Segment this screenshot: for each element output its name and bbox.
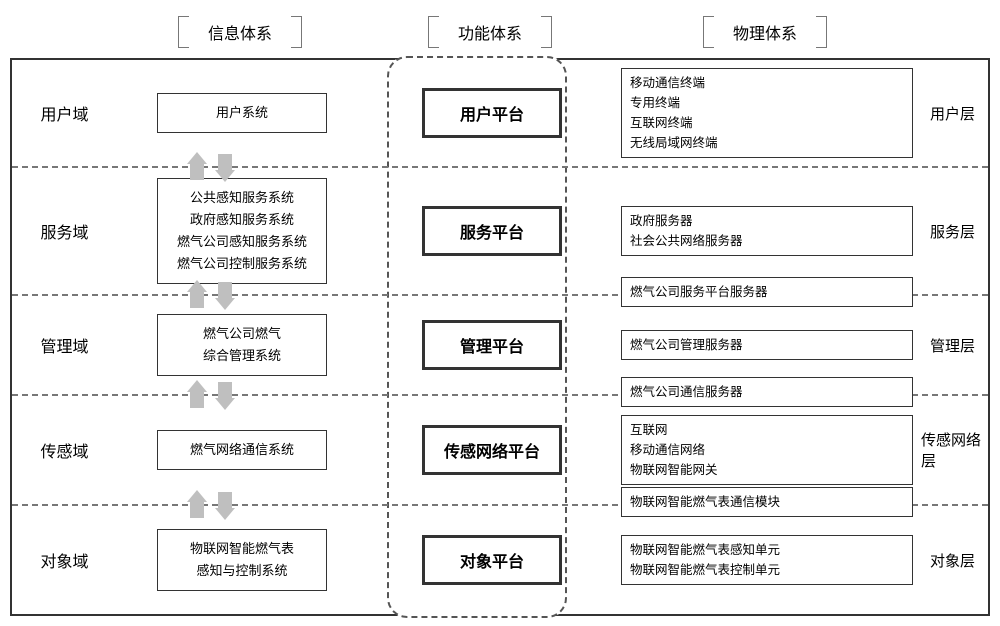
left-domain-label: 用户域 [12, 60, 117, 166]
info-system-box: 公共感知服务系统政府感知服务系统燃气公司感知服务系统燃气公司控制服务系统 [157, 178, 327, 284]
info-system-box: 燃气公司燃气综合管理系统 [157, 314, 327, 376]
phys-cell: 移动通信终端专用终端互联网终端无线局域网终端 [617, 60, 917, 166]
func-cell: 用户平台 [397, 60, 587, 166]
left-domain-label: 对象域 [12, 506, 117, 614]
left-domain-label: 服务域 [12, 168, 117, 294]
info-cell: 燃气网络通信系统 [117, 396, 367, 504]
functional-platform-box: 用户平台 [422, 88, 562, 138]
arrow-pair [187, 492, 235, 518]
right-layer-label: 传感网络层 [917, 396, 988, 504]
right-layer-label: 管理层 [917, 296, 988, 394]
right-layer-label: 对象层 [917, 506, 988, 614]
physical-straddle-box: 物联网智能燃气表通信模块 [621, 487, 913, 517]
arrow-up-icon [187, 382, 207, 408]
physical-box: 政府服务器社会公共网络服务器 [621, 206, 913, 256]
arrow-pair [187, 282, 235, 308]
row-4: 对象域物联网智能燃气表感知与控制系统 对象平台 物联网智能燃气表感知单元物联网智能燃… [12, 506, 988, 614]
phys-cell: 互联网移动通信网络物联网智能网关物联网智能燃气表通信模块 [617, 396, 917, 504]
arrow-up-icon [187, 492, 207, 518]
row-1: 服务域公共感知服务系统政府感知服务系统燃气公司感知服务系统燃气公司控制服务系统 服… [12, 168, 988, 296]
phys-cell: 物联网智能燃气表感知单元物联网智能燃气表控制单元 [617, 506, 917, 614]
right-layer-label: 用户层 [917, 60, 988, 166]
row-3: 传感域燃气网络通信系统 传感网络平台 互联网移动通信网络物联网智能网关物联网智能燃气… [12, 396, 988, 506]
row-0: 用户域用户系统 用户平台 移动通信终端专用终端互联网终端无线局域网终端用户层 [12, 60, 988, 168]
info-cell: 燃气公司燃气综合管理系统 [117, 296, 367, 394]
arrow-pair [187, 154, 235, 180]
functional-platform-box: 管理平台 [422, 320, 562, 370]
info-cell: 用户系统 [117, 60, 367, 166]
info-cell: 物联网智能燃气表感知与控制系统 [117, 506, 367, 614]
arrow-down-icon [215, 154, 235, 180]
arrow-down-icon [215, 282, 235, 308]
func-cell: 管理平台 [397, 296, 587, 394]
right-layer-label: 服务层 [917, 168, 988, 294]
info-system-box: 用户系统 [157, 93, 327, 133]
header-info: 信息体系 [115, 10, 365, 54]
physical-straddle-box: 燃气公司通信服务器 [621, 377, 913, 407]
physical-straddle-box: 燃气公司服务平台服务器 [621, 277, 913, 307]
arrow-up-icon [187, 154, 207, 180]
func-cell: 服务平台 [397, 168, 587, 294]
left-domain-label: 管理域 [12, 296, 117, 394]
func-cell: 对象平台 [397, 506, 587, 614]
functional-platform-box: 传感网络平台 [422, 425, 562, 475]
left-domain-label: 传感域 [12, 396, 117, 504]
row-2: 管理域燃气公司燃气综合管理系统 管理平台 燃气公司管理服务器燃气公司通信服务器管理层 [12, 296, 988, 396]
physical-box: 移动通信终端专用终端互联网终端无线局域网终端 [621, 68, 913, 158]
info-cell: 公共感知服务系统政府感知服务系统燃气公司感知服务系统燃气公司控制服务系统 [117, 168, 367, 294]
header-phys: 物理体系 [615, 10, 915, 54]
arrow-up-icon [187, 282, 207, 308]
arrow-down-icon [215, 382, 235, 408]
header-func: 功能体系 [395, 10, 585, 54]
info-system-box: 物联网智能燃气表感知与控制系统 [157, 529, 327, 591]
diagram-outer: 用户域用户系统用户平台移动通信终端专用终端互联网终端无线局域网终端用户层服务域公… [10, 58, 990, 616]
physical-box: 燃气公司管理服务器 [621, 330, 913, 360]
func-cell: 传感网络平台 [397, 396, 587, 504]
phys-cell: 燃气公司管理服务器燃气公司通信服务器 [617, 296, 917, 394]
arrow-pair [187, 382, 235, 408]
functional-platform-box: 对象平台 [422, 535, 562, 585]
functional-platform-box: 服务平台 [422, 206, 562, 256]
physical-box: 互联网移动通信网络物联网智能网关 [621, 415, 913, 485]
info-system-box: 燃气网络通信系统 [157, 430, 327, 470]
phys-cell: 政府服务器社会公共网络服务器燃气公司服务平台服务器 [617, 168, 917, 294]
physical-box: 物联网智能燃气表感知单元物联网智能燃气表控制单元 [621, 535, 913, 585]
arrow-down-icon [215, 492, 235, 518]
